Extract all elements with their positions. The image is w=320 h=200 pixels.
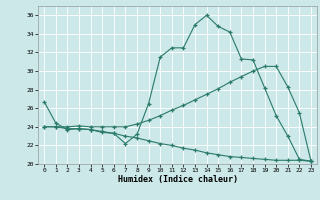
- X-axis label: Humidex (Indice chaleur): Humidex (Indice chaleur): [118, 175, 238, 184]
